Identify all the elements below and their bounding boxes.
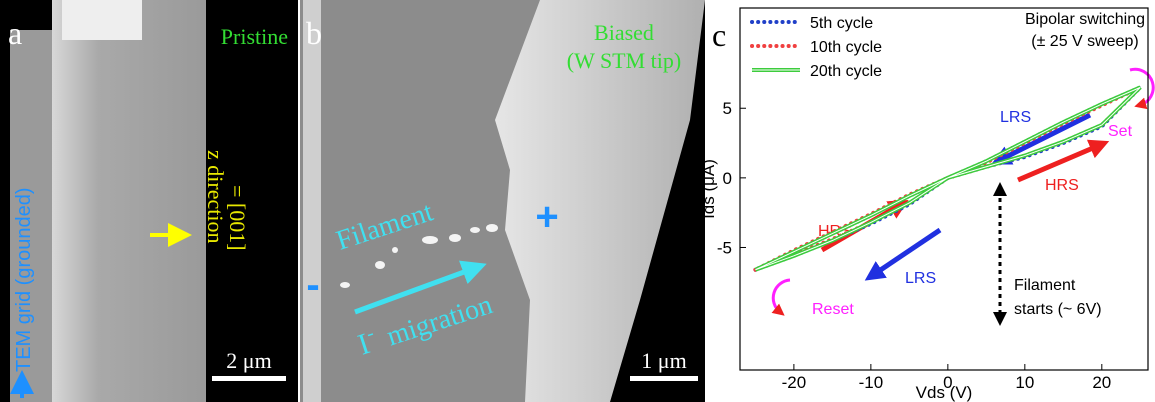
annotation: Bipolar switching [1025, 11, 1145, 28]
sample-slab [52, 0, 206, 402]
arrow [873, 230, 940, 275]
annotation: Filament [1014, 277, 1076, 294]
panel-label: a [8, 15, 22, 51]
panel-a: a Pristine z direction = [001] TEM grid … [0, 0, 298, 402]
legend-label: 5th cycle [810, 15, 873, 32]
status-label: Pristine [221, 24, 288, 49]
bright-edge [303, 0, 321, 402]
slab-top [62, 0, 142, 40]
legend-label: 20th cycle [810, 63, 882, 80]
annotation: (± 25 V sweep) [1031, 33, 1139, 50]
annotation: HRS [1045, 177, 1079, 194]
panel-b: b Biased (W STM tip) Filament I - migrat… [300, 0, 705, 402]
scale-bar [212, 376, 286, 381]
annotations: Bipolar switching (± 25 V sweep) LRS Set… [773, 11, 1153, 326]
scale-bar-label: 2 μm [226, 348, 271, 373]
y-tick-label: -5 [717, 238, 732, 257]
status-label: Biased [594, 20, 654, 45]
status-label: (W STM tip) [567, 48, 681, 73]
x-tick-label: 10 [1015, 373, 1034, 392]
direction-label: = [001] [225, 185, 250, 251]
scale-bar [630, 376, 698, 381]
annotation: LRS [1000, 109, 1031, 126]
scale-bar-label: 1 μm [641, 348, 686, 373]
x-tick-label: -10 [859, 373, 884, 392]
reset-arrow [773, 280, 790, 312]
direction-label: z direction [203, 150, 228, 243]
panel-c: c Bipolar switching (± 25 V sweep) LRS S… [712, 11, 1153, 326]
set-arrow [1130, 69, 1153, 105]
y-tick-label: 0 [723, 169, 732, 188]
plus-sign: + [535, 195, 558, 239]
x-axis-label: Vds (V) [916, 383, 973, 402]
arrow [1018, 145, 1100, 180]
figure: a Pristine z direction = [001] TEM grid … [0, 0, 1155, 402]
annotation: Reset [812, 301, 854, 318]
x-tick-label: 20 [1092, 373, 1111, 392]
x-tick-label: -20 [782, 373, 807, 392]
minus-sign: - [306, 263, 319, 307]
panel-label: b [306, 15, 322, 51]
annotation: LRS [905, 270, 936, 287]
annotation: starts (~ 6V) [1014, 301, 1102, 318]
grid-label: TEM grid (grounded) [13, 187, 35, 372]
panel-label: c [712, 17, 726, 53]
y-axis-label: Ids (μA) [699, 159, 718, 219]
legend-label: 10th cycle [810, 39, 882, 56]
y-tick-label: 5 [723, 99, 732, 118]
annotation: Set [1108, 123, 1133, 140]
